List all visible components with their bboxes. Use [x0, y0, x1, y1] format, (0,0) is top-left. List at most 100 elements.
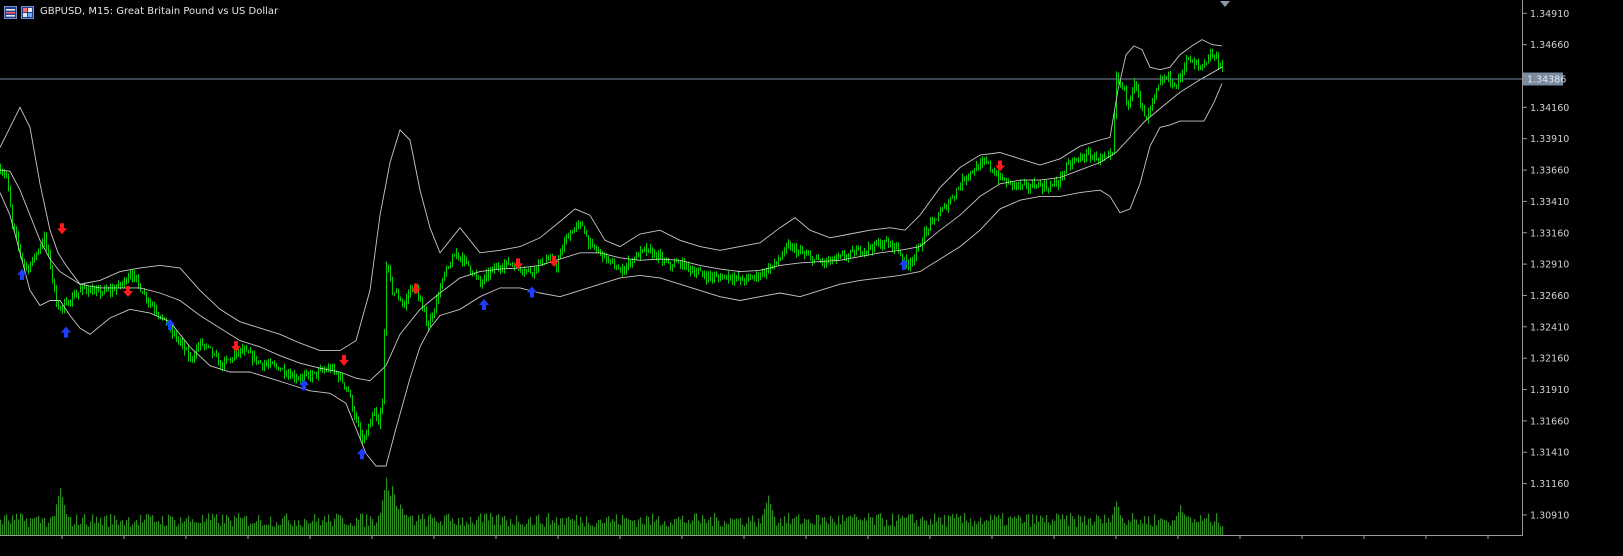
volume-bar	[0, 519, 2, 535]
volume-bar	[616, 514, 618, 535]
volume-bar	[1146, 523, 1148, 535]
volume-bar	[1166, 520, 1168, 535]
volume-bar	[1036, 515, 1038, 535]
volume-bar	[474, 524, 476, 535]
price-tick-label: 1.31910	[1530, 385, 1569, 396]
volume-bar	[256, 521, 258, 535]
volume-bar	[274, 526, 276, 535]
trade-panel-icon[interactable]	[4, 5, 17, 19]
volume-bar	[196, 522, 198, 535]
volume-bar	[1182, 512, 1184, 535]
volume-bar	[684, 522, 686, 535]
volume-bar	[460, 524, 462, 535]
volume-bar	[388, 490, 390, 535]
volume-bar	[480, 513, 482, 535]
volume-bar	[768, 495, 770, 535]
volume-bar	[422, 513, 424, 535]
volume-bar	[556, 517, 558, 535]
volume-bar	[126, 520, 128, 535]
buy-signal-arrow	[479, 298, 489, 310]
volume-bar	[1054, 521, 1056, 535]
volume-bar	[1212, 525, 1214, 535]
volume-bar	[342, 517, 344, 535]
volume-bar	[586, 516, 588, 535]
volume-bar	[248, 525, 250, 535]
volume-bar	[672, 524, 674, 535]
volume-bar	[394, 494, 396, 535]
volume-bar	[146, 513, 148, 535]
volume-bar	[166, 525, 168, 535]
chart-shift-icon[interactable]	[1220, 1, 1230, 7]
volume-bar	[74, 524, 76, 535]
volume-bar	[712, 525, 714, 535]
volume-bar	[1094, 521, 1096, 535]
volume-bar	[1098, 516, 1100, 535]
volume-bar	[210, 519, 212, 535]
volume-bar	[412, 515, 414, 535]
volume-bar	[66, 513, 68, 535]
volume-bar	[760, 523, 762, 535]
volume-bar	[326, 522, 328, 535]
volume-bar	[140, 514, 142, 535]
volume-bar	[254, 522, 256, 535]
volume-bar	[1084, 515, 1086, 535]
volume-bar	[928, 524, 930, 535]
volume-bar	[748, 517, 750, 535]
volume-bar	[532, 524, 534, 535]
volume-bar	[968, 522, 970, 535]
volume-bar	[1192, 522, 1194, 535]
volume-bar	[538, 514, 540, 535]
volume-bar	[1078, 514, 1080, 535]
volume-bar	[1026, 514, 1028, 535]
upper-band	[0, 39, 1223, 352]
volume-bar	[1096, 514, 1098, 535]
volume-bar	[186, 518, 188, 535]
volume-bar	[674, 518, 676, 535]
volume-bar	[742, 524, 744, 535]
volume-bar	[1110, 522, 1112, 535]
volume-bar	[692, 520, 694, 535]
volume-bar	[824, 517, 826, 535]
volume-bar	[950, 516, 952, 535]
volume-bar	[322, 520, 324, 535]
chart-properties-icon[interactable]	[21, 5, 34, 19]
volume-bar	[1034, 523, 1036, 535]
volume-bar	[1184, 514, 1186, 535]
volume-bar	[642, 523, 644, 535]
volume-bar	[614, 521, 616, 535]
volume-bar	[714, 513, 716, 535]
volume-bar	[300, 524, 302, 535]
volume-bar	[220, 525, 222, 535]
volume-bar	[602, 522, 604, 535]
volume-bar	[882, 518, 884, 535]
volume-bar	[34, 518, 36, 535]
volume-bar	[262, 525, 264, 535]
volume-bar	[30, 518, 32, 535]
volume-bar	[402, 508, 404, 535]
volume-bar	[840, 524, 842, 535]
volume-bar	[710, 517, 712, 535]
price-tick-label: 1.31410	[1530, 448, 1569, 459]
volume-bar	[466, 521, 468, 535]
volume-bar	[252, 523, 254, 535]
volume-bar	[292, 525, 294, 535]
volume-bar	[476, 519, 478, 535]
volume-bar	[938, 517, 940, 535]
volume-bar	[612, 519, 614, 535]
volume-bar	[1102, 523, 1104, 535]
volume-bar	[452, 518, 454, 535]
volume-bar	[240, 517, 242, 535]
price-tick-label: 1.33160	[1530, 228, 1569, 239]
volume-bar	[68, 516, 70, 535]
volume-bar	[372, 518, 374, 535]
volume-bar	[948, 515, 950, 535]
volume-bar	[1140, 519, 1142, 535]
volume-bar	[200, 522, 202, 535]
volume-bar	[1106, 522, 1108, 535]
volume-bar	[148, 514, 150, 535]
price-axis[interactable]: 1.34910 1.34660 1.34160 1.33910 1.33660 1.334…	[0, 0, 1569, 539]
volume-bar	[212, 513, 214, 535]
volume-bar	[202, 514, 204, 535]
